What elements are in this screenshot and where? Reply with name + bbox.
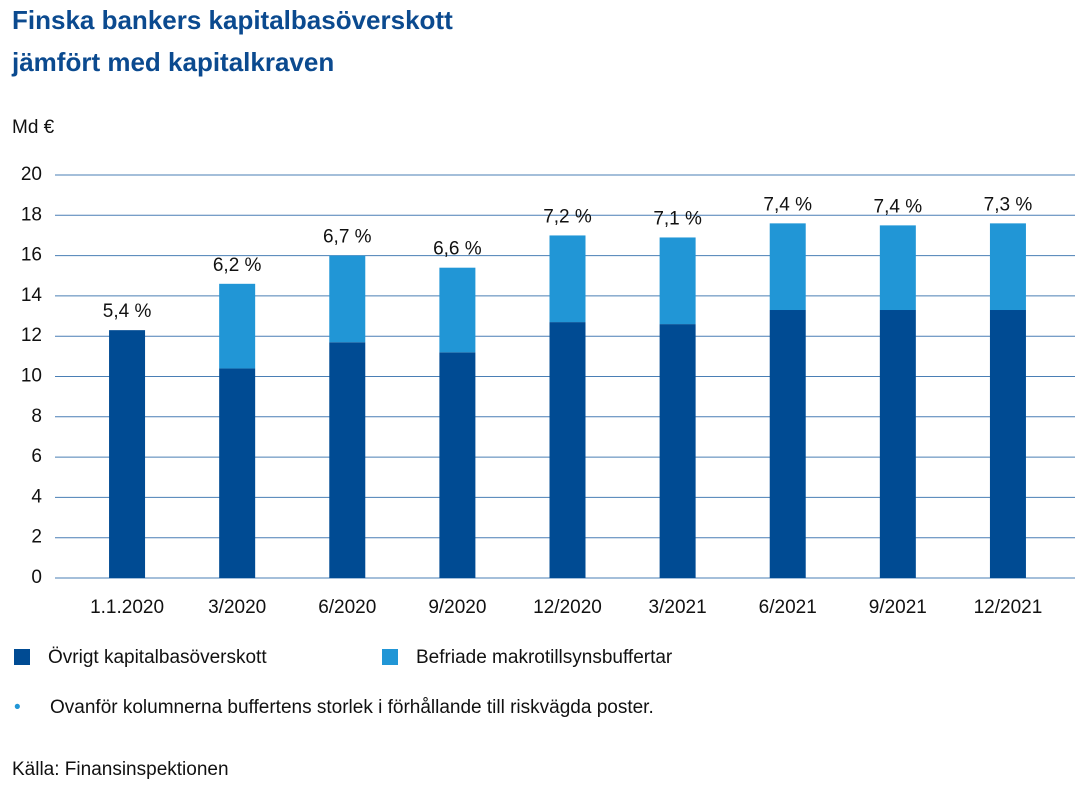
bar-segment (769, 223, 806, 311)
bar-segment (989, 310, 1026, 578)
x-tick-label: 3/2020 (208, 597, 266, 618)
bar-segment (439, 267, 476, 353)
bar-segment (879, 225, 916, 311)
y-axis-label: Md € (12, 117, 55, 138)
bar-segment (769, 310, 806, 578)
legend-label: Befriade makrotillsynsbuffertar (416, 647, 673, 668)
bar-annotation: 7,1 % (653, 208, 702, 229)
legend-swatch (14, 649, 30, 665)
x-tick-label: 3/2021 (649, 597, 707, 618)
bar-annotation: 7,2 % (543, 206, 592, 227)
y-tick-label: 14 (21, 285, 43, 306)
x-tick-label: 12/2021 (974, 597, 1043, 618)
bar-segment (329, 342, 366, 578)
bar-annotation: 6,7 % (323, 227, 372, 248)
chart-title: jämfört med kapitalkraven (11, 47, 334, 77)
bullet: • (14, 697, 21, 718)
bar-annotation: 6,2 % (213, 255, 262, 276)
bar-segment (989, 223, 1026, 311)
y-tick-label: 6 (31, 446, 42, 467)
bar-segment (329, 255, 366, 343)
y-tick-label: 20 (21, 164, 42, 185)
bar-annotation: 5,4 % (103, 301, 152, 322)
chart-title: Finska bankers kapitalbasöverskott (12, 5, 453, 35)
bar-segment (219, 283, 256, 369)
bar-annotation: 6,6 % (433, 239, 482, 260)
y-tick-label: 2 (31, 527, 42, 548)
x-tick-label: 6/2020 (318, 597, 376, 618)
legend-swatch (382, 649, 398, 665)
y-tick-label: 16 (21, 245, 42, 266)
x-tick-label: 1.1.2020 (90, 597, 164, 618)
bar-annotation: 7,4 % (763, 194, 812, 215)
bar-segment (659, 237, 696, 325)
y-tick-label: 8 (31, 406, 42, 427)
footnote: Ovanför kolumnerna buffertens storlek i … (50, 697, 654, 718)
bar-segment (549, 235, 586, 323)
bar-annotation: 7,4 % (874, 196, 923, 217)
legend-label: Övrigt kapitalbasöverskott (48, 647, 267, 668)
source: Källa: Finansinspektionen (12, 759, 229, 780)
bar-segment (439, 352, 476, 578)
bar-segment (549, 322, 586, 578)
y-tick-label: 18 (21, 204, 42, 225)
bar-annotation: 7,3 % (984, 194, 1033, 215)
x-tick-label: 6/2021 (759, 597, 817, 618)
x-tick-label: 12/2020 (533, 597, 602, 618)
bar-segment (219, 368, 256, 578)
bar-segment (879, 310, 916, 578)
x-tick-label: 9/2020 (428, 597, 486, 618)
y-tick-label: 0 (31, 567, 42, 588)
y-tick-label: 4 (31, 486, 42, 507)
bar-segment (659, 324, 696, 578)
x-tick-label: 9/2021 (869, 597, 927, 618)
y-tick-label: 10 (21, 366, 42, 387)
bar-segment (109, 330, 146, 578)
y-tick-label: 12 (21, 325, 42, 346)
